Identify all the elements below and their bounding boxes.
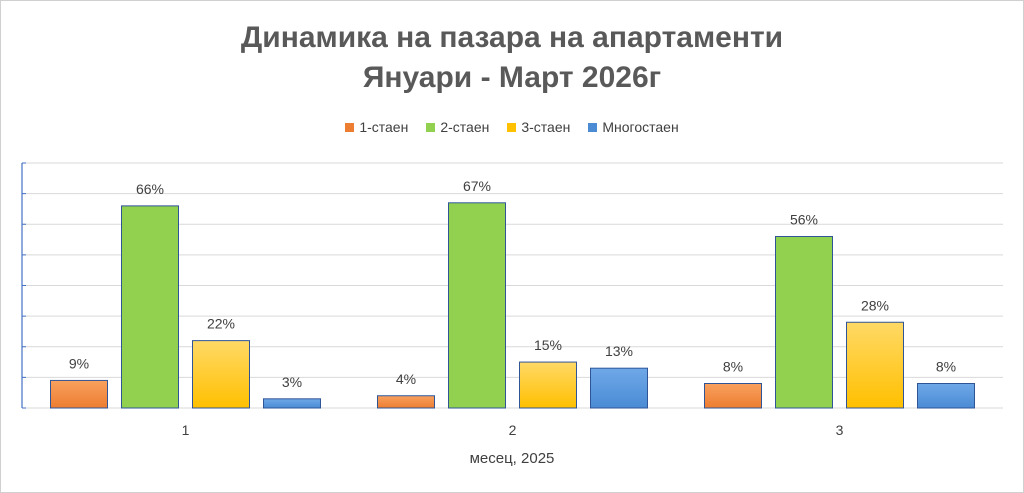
- bar-2-стаен-3: [775, 236, 833, 409]
- legend-item-3: 3-стаен: [507, 119, 570, 135]
- data-label: 67%: [463, 178, 491, 194]
- legend-item-1: 1-стаен: [345, 119, 408, 135]
- bar-Многостаен-3: [917, 383, 975, 409]
- chart-title-line1: Динамика на пазара на апартаменти: [240, 21, 784, 54]
- bar-2-стаен-2: [448, 202, 506, 409]
- legend-label: Многостаен: [602, 119, 679, 135]
- x-tick-label: 2: [509, 422, 517, 438]
- data-label: 66%: [136, 181, 164, 197]
- legend-label: 3-стаен: [521, 119, 571, 135]
- legend-swatch: [345, 122, 355, 132]
- data-label: 15%: [534, 337, 562, 353]
- x-axis-title: месец, 2025: [469, 450, 555, 467]
- bar-2-стаен-1: [121, 205, 179, 409]
- legend: 1-стаен 2-стаен 3-стаен Многостаен: [0, 119, 1024, 135]
- legend-item-4: Многостаен: [588, 119, 679, 135]
- bar-1-стаен-3: [704, 383, 762, 409]
- legend-label: 2-стаен: [440, 119, 490, 135]
- x-tick-label: 3: [836, 422, 844, 438]
- bar-3-стаен-1: [192, 340, 250, 409]
- bar-Многостаен-2: [590, 367, 648, 409]
- bar-1-стаен-2: [377, 395, 435, 409]
- chart-title-line2: Януари - Март 2026г: [362, 61, 662, 94]
- chart-title: Динамика на пазара на апартаменти Януари…: [0, 18, 1024, 98]
- legend-label: 1-стаен: [359, 119, 409, 135]
- legend-swatch: [588, 122, 598, 132]
- data-label: 8%: [936, 359, 956, 375]
- data-label: 28%: [861, 297, 889, 313]
- bar-1-стаен-1: [50, 379, 108, 409]
- data-label: 4%: [396, 371, 416, 387]
- data-label: 3%: [282, 374, 302, 390]
- data-label: 13%: [605, 343, 633, 359]
- data-label: 8%: [723, 359, 743, 375]
- legend-item-2: 2-стаен: [426, 119, 489, 135]
- data-label: 56%: [790, 212, 818, 228]
- data-label: 9%: [69, 355, 89, 371]
- bar-Многостаен-1: [263, 398, 321, 409]
- bar-3-стаен-2: [519, 361, 577, 409]
- legend-swatch: [507, 122, 517, 132]
- x-tick-label: 1: [182, 422, 190, 438]
- legend-swatch: [426, 122, 436, 132]
- data-label: 22%: [207, 316, 235, 332]
- bar-3-стаен-3: [846, 321, 904, 409]
